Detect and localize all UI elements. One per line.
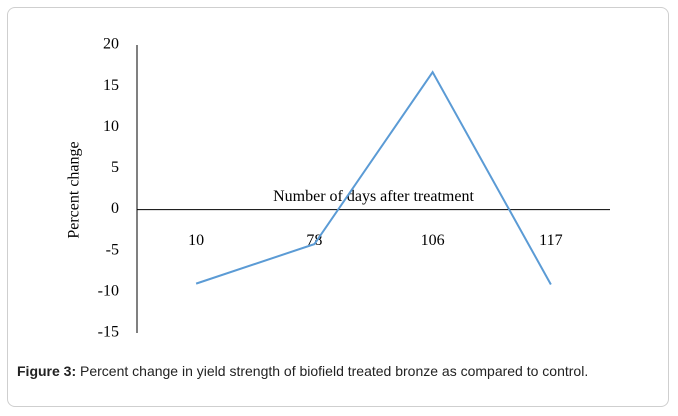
- x-axis-label: Number of days after treatment: [273, 188, 474, 205]
- x-tick-label: 10: [188, 232, 204, 249]
- caption-text: Percent change in yield strength of biof…: [80, 363, 589, 379]
- chart: Percent change -15 -10 -5 0 5 10 15 20 Number of…: [66, 36, 610, 341]
- y-tick-label: -15: [98, 324, 119, 341]
- caption-label: Figure 3:: [17, 363, 77, 379]
- y-tick-label: -5: [106, 241, 119, 258]
- y-tick-label: -10: [98, 283, 119, 300]
- y-tick-label: 20: [103, 36, 119, 53]
- y-tick-label: 5: [111, 159, 119, 176]
- y-tick-label: 10: [103, 118, 119, 135]
- y-axis-label: Percent change: [66, 141, 83, 238]
- caption: Figure 3: Percent change in yield streng…: [17, 360, 661, 383]
- x-tick-label: 106: [421, 232, 445, 249]
- y-tick-label: 15: [103, 77, 119, 94]
- data-line: [195, 70, 552, 285]
- figure-frame: [7, 7, 669, 407]
- y-tick-label: 0: [111, 200, 119, 217]
- x-tick-label: 117: [539, 232, 562, 249]
